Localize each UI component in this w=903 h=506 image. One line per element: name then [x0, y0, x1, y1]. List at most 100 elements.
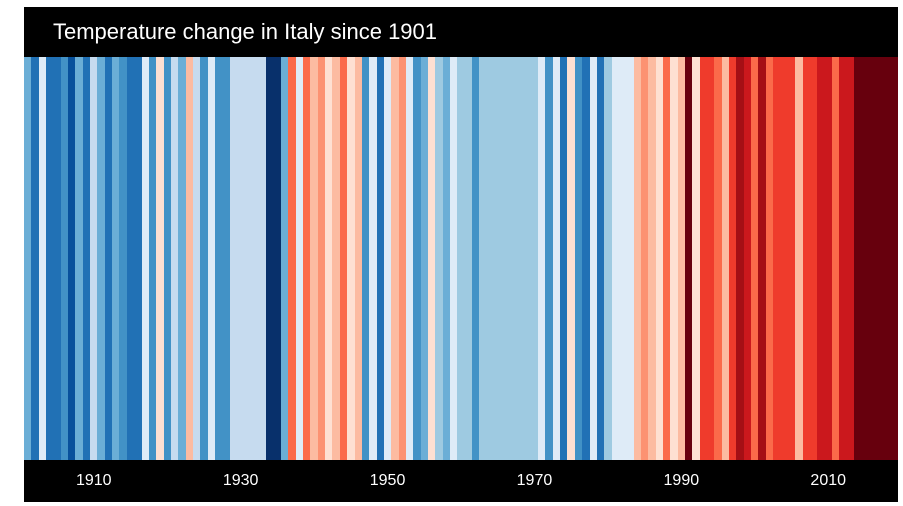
year-stripe [281, 57, 289, 460]
year-stripe [589, 57, 598, 460]
year-stripe [200, 57, 209, 460]
year-stripe [692, 57, 701, 460]
year-stripe [839, 57, 848, 460]
year-stripe [170, 57, 179, 460]
year-stripe [501, 57, 510, 460]
year-stripe [611, 57, 620, 460]
year-stripe [626, 57, 635, 460]
year-stripe [288, 57, 297, 460]
year-stripe [721, 57, 730, 460]
year-stripe [640, 57, 649, 460]
year-stripe [376, 57, 385, 460]
year-stripe [163, 57, 172, 460]
year-stripe [567, 57, 576, 460]
year-stripe [104, 57, 113, 460]
year-stripe [236, 57, 245, 460]
year-stripe [648, 57, 657, 460]
year-stripe [883, 57, 892, 460]
year-stripe [670, 57, 679, 460]
year-stripe [824, 57, 833, 460]
year-stripe [295, 57, 304, 460]
year-stripe [53, 57, 62, 460]
year-stripe [780, 57, 789, 460]
year-stripe [185, 57, 194, 460]
year-stripe [729, 57, 737, 460]
year-stripe [46, 57, 54, 460]
year-stripe [273, 57, 282, 460]
year-stripe [134, 57, 143, 460]
year-stripe [582, 57, 591, 460]
year-stripe [655, 57, 664, 460]
year-stripe [538, 57, 547, 460]
year-stripe [685, 57, 693, 460]
chart-title: Temperature change in Italy since 1901 [53, 19, 438, 44]
year-stripe [222, 57, 231, 460]
year-stripe [31, 57, 40, 460]
year-stripe [486, 57, 495, 460]
year-stripe [787, 57, 796, 460]
year-stripe [405, 57, 414, 460]
year-stripe [875, 57, 884, 460]
year-stripe [112, 57, 121, 460]
year-stripe [383, 57, 392, 460]
year-stripe [831, 57, 840, 460]
stripes-area [24, 57, 898, 460]
year-stripe [75, 57, 84, 460]
year-stripe [303, 57, 312, 460]
year-stripe [846, 57, 855, 460]
year-stripe [68, 57, 76, 460]
year-stripe [207, 57, 216, 460]
year-stripe [523, 57, 532, 460]
year-stripe [97, 57, 106, 460]
year-stripe [868, 57, 877, 460]
year-stripe [427, 57, 436, 460]
year-stripe [662, 57, 671, 460]
year-stripe [317, 57, 326, 460]
year-stripe [765, 57, 774, 460]
year-stripe [442, 57, 451, 460]
year-stripe [817, 57, 826, 460]
year-stripe [516, 57, 525, 460]
year-stripe [464, 57, 473, 460]
x-tick-label: 1970 [516, 472, 553, 489]
year-stripe [60, 57, 69, 460]
year-stripe [126, 57, 135, 460]
year-stripe [339, 57, 348, 460]
year-stripe [736, 57, 745, 460]
year-stripe [449, 57, 458, 460]
year-stripe [398, 57, 407, 460]
year-stripe [141, 57, 150, 460]
x-tick-label: 2010 [810, 472, 847, 489]
year-stripe [604, 57, 613, 460]
x-tick-label: 1950 [369, 472, 406, 489]
year-stripe [853, 57, 862, 460]
year-stripe [677, 57, 686, 460]
year-stripe [325, 57, 334, 460]
year-stripe [332, 57, 341, 460]
year-stripe [714, 57, 723, 460]
year-stripe [508, 57, 517, 460]
year-stripe [743, 57, 752, 460]
year-stripe [369, 57, 378, 460]
year-stripe [90, 57, 99, 460]
year-stripe [38, 57, 47, 460]
year-stripe [156, 57, 165, 460]
year-stripe [479, 57, 488, 460]
year-stripe [192, 57, 201, 460]
year-stripe [420, 57, 429, 460]
year-stripe [530, 57, 539, 460]
year-stripe [494, 57, 502, 460]
warming-stripes-chart: Temperature change in Italy since 1901 1… [24, 7, 898, 502]
x-axis: 1910 1930 1950 1970 1990 2010 [24, 460, 898, 502]
year-stripe [435, 57, 444, 460]
year-stripe [795, 57, 804, 460]
x-tick-label: 1930 [222, 472, 259, 489]
year-stripe [890, 57, 898, 460]
year-stripe [251, 57, 260, 460]
year-stripe [707, 57, 715, 460]
year-stripe [809, 57, 818, 460]
year-stripe [354, 57, 363, 460]
year-stripe [596, 57, 605, 460]
year-stripe [472, 57, 480, 460]
year-stripe [552, 57, 561, 460]
